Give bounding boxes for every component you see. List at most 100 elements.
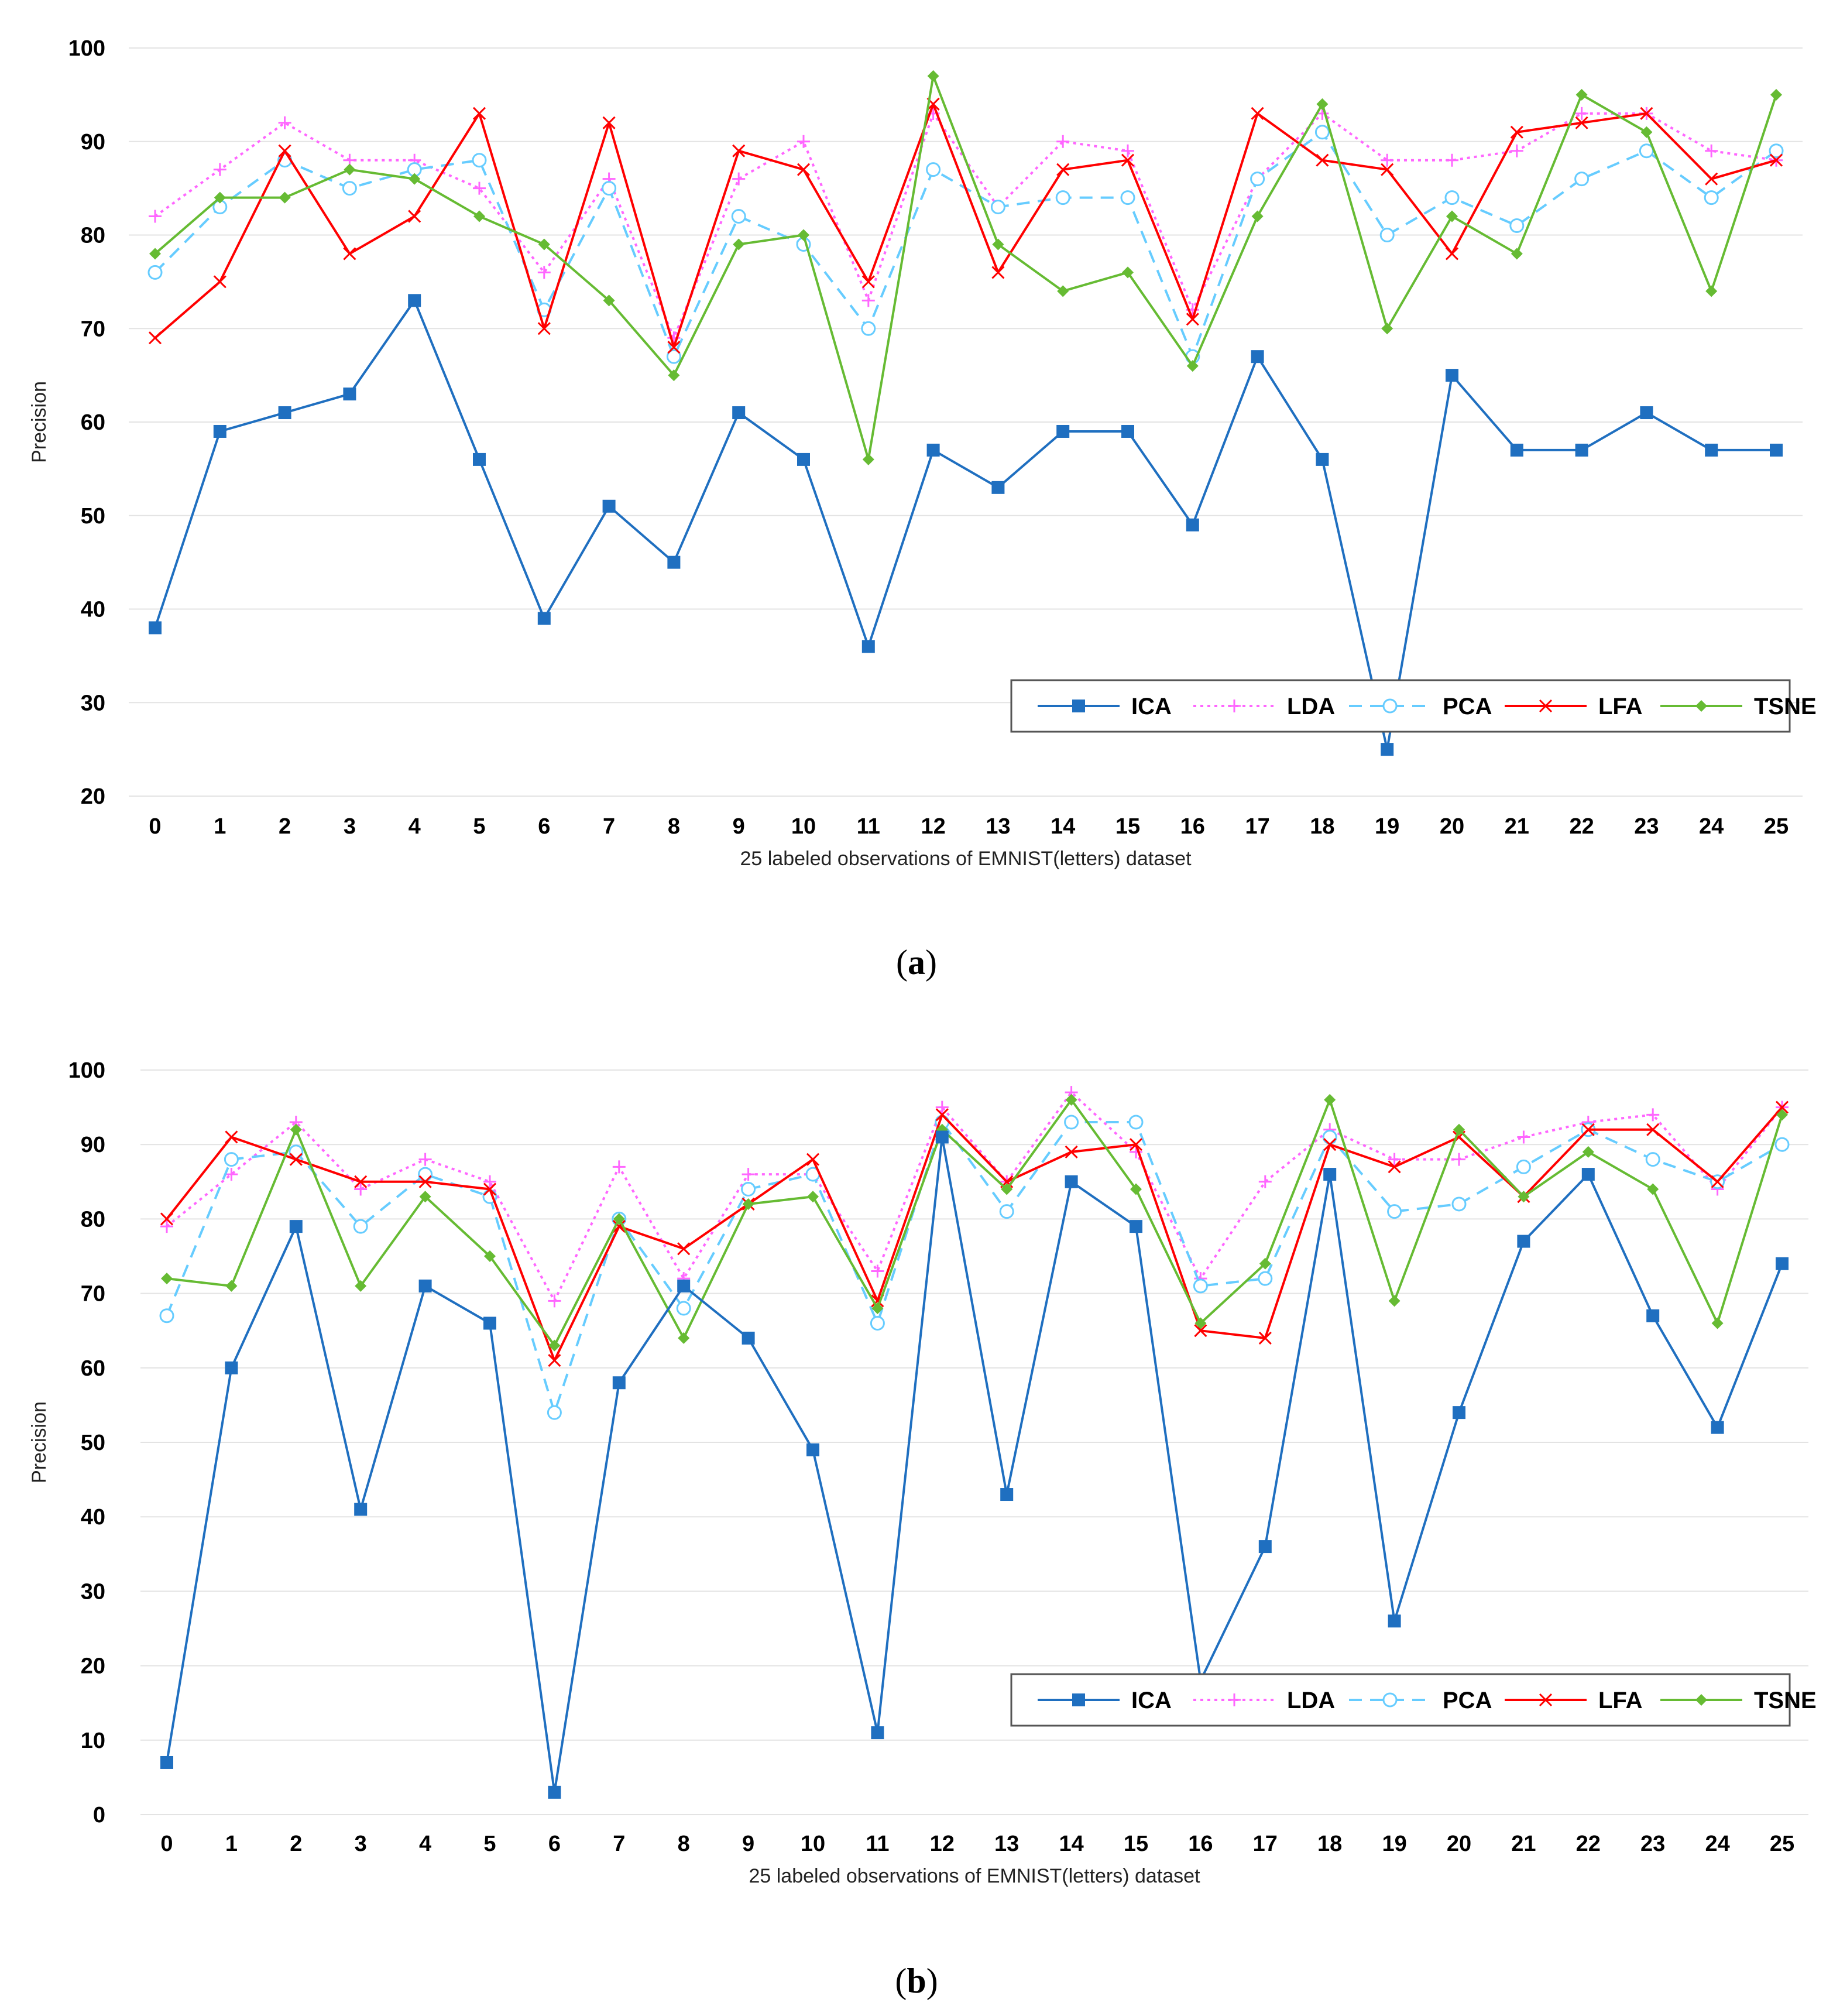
data-point-lfa xyxy=(1381,163,1394,176)
data-point-tsne xyxy=(1381,323,1393,335)
series-tsne xyxy=(161,1093,1788,1352)
legend-marker-lfa xyxy=(1539,1693,1553,1707)
series-line-lfa xyxy=(166,1106,1783,1362)
y-tick-label: 20 xyxy=(81,784,105,809)
data-point-lfa xyxy=(732,144,746,157)
data-point-lda xyxy=(483,1175,496,1188)
data-point-ica xyxy=(418,1279,432,1292)
data-point-lfa xyxy=(1129,1138,1143,1151)
series-lfa xyxy=(148,97,1783,354)
data-point-tsne xyxy=(1186,360,1199,372)
y-tick-label: 40 xyxy=(81,598,105,622)
data-point-ica xyxy=(1130,1220,1142,1233)
data-point-ica xyxy=(1056,424,1070,438)
data-point-tsne xyxy=(1770,88,1782,101)
data-point-lfa xyxy=(1323,1138,1337,1151)
data-point-tsne xyxy=(1251,210,1264,222)
y-tick-label: 80 xyxy=(81,224,105,248)
x-tick-label: 25 xyxy=(1770,1832,1794,1856)
series-tsne xyxy=(149,70,1782,465)
data-point-lfa xyxy=(861,275,875,289)
data-point-lfa xyxy=(1388,1160,1401,1174)
legend-marker-tsne xyxy=(1695,700,1707,712)
data-point-ica xyxy=(408,294,421,307)
legend-marker-lda xyxy=(1228,700,1241,712)
data-point-lfa xyxy=(806,1153,820,1166)
data-point-ica xyxy=(1186,518,1199,532)
data-point-pca xyxy=(353,1219,368,1234)
x-tick-label: 13 xyxy=(986,814,1010,839)
legend-marker-lda xyxy=(1228,1693,1241,1706)
x-tick-label: 17 xyxy=(1253,1832,1278,1856)
x-tick-label: 12 xyxy=(930,1832,955,1856)
data-point-pca xyxy=(1769,143,1784,159)
data-point-lfa xyxy=(148,331,162,345)
data-point-lda xyxy=(1381,153,1394,167)
data-point-tsne xyxy=(1776,1109,1788,1121)
x-tick-label: 0 xyxy=(160,1832,173,1856)
data-point-tsne xyxy=(225,1280,238,1292)
data-point-lda xyxy=(1121,144,1134,157)
y-axis-ticks: 20 30 40 50 60 70 80 90 100 xyxy=(68,36,105,809)
data-point-pca xyxy=(999,1204,1014,1219)
caption-a: (a) xyxy=(896,943,937,982)
data-point-lfa xyxy=(1186,313,1199,326)
data-point-lfa xyxy=(1065,1145,1078,1158)
x-tick-label: 15 xyxy=(1115,814,1140,839)
data-point-lfa xyxy=(602,116,616,129)
legend-label-lfa: LFA xyxy=(1598,1688,1643,1713)
data-point-pca xyxy=(990,200,1005,215)
y-tick-label: 50 xyxy=(81,504,105,529)
x-tick-label: 7 xyxy=(613,1832,625,1856)
series-lda xyxy=(160,1086,1789,1308)
data-point-lfa xyxy=(354,1175,368,1188)
data-point-lda xyxy=(861,294,875,307)
data-point-tsne xyxy=(473,210,485,222)
data-point-tsne xyxy=(548,1339,561,1352)
data-point-tsne xyxy=(1575,88,1588,101)
data-point-tsne xyxy=(1259,1257,1271,1270)
x-axis-label: 25 labeled observations of EMNIST(letter… xyxy=(740,848,1192,870)
series-line-lfa xyxy=(154,102,1777,349)
x-tick-label: 0 xyxy=(149,814,161,839)
data-point-ica xyxy=(1121,424,1134,438)
y-tick-label: 70 xyxy=(81,317,105,341)
data-point-ica xyxy=(278,406,291,420)
x-tick-label: 19 xyxy=(1375,814,1399,839)
data-point-lfa xyxy=(289,1153,303,1166)
data-point-lda xyxy=(473,181,486,195)
legend-marker-pca xyxy=(1382,1692,1398,1708)
data-point-pca xyxy=(731,209,746,224)
legend-label-ica: ICA xyxy=(1131,1688,1172,1713)
data-point-ica xyxy=(149,621,162,635)
data-point-tsne xyxy=(1511,248,1523,260)
y-tick-label: 40 xyxy=(81,1505,105,1530)
data-point-ica xyxy=(1770,443,1783,457)
series-pca xyxy=(159,1115,1790,1420)
data-point-lfa xyxy=(797,163,811,176)
data-point-tsne xyxy=(1453,1123,1465,1136)
series-lda xyxy=(149,107,1783,345)
x-tick-label: 1 xyxy=(225,1832,238,1856)
data-point-lda xyxy=(225,1168,238,1181)
data-point-tsne xyxy=(1518,1191,1530,1203)
y-axis-label: Precision xyxy=(28,1401,50,1483)
x-tick-label: 22 xyxy=(1576,1832,1601,1856)
data-point-ica xyxy=(225,1361,238,1374)
data-point-ica xyxy=(742,1331,755,1345)
data-point-ica xyxy=(1510,443,1523,457)
data-point-lfa xyxy=(1769,153,1783,167)
data-point-ica xyxy=(1388,1614,1401,1628)
data-point-lfa xyxy=(612,1220,626,1233)
data-point-ica xyxy=(343,388,356,401)
y-tick-label: 80 xyxy=(81,1207,105,1232)
data-point-tsne xyxy=(1316,98,1329,110)
series-line-ica xyxy=(166,1136,1783,1794)
data-point-lfa xyxy=(1194,1324,1207,1338)
data-point-lfa xyxy=(408,210,421,223)
data-point-tsne xyxy=(798,229,809,241)
data-point-lfa xyxy=(1581,1123,1595,1136)
data-point-tsne xyxy=(1647,1183,1659,1195)
legend-marker-tsne xyxy=(1695,1694,1707,1706)
data-point-pca xyxy=(224,1152,239,1167)
